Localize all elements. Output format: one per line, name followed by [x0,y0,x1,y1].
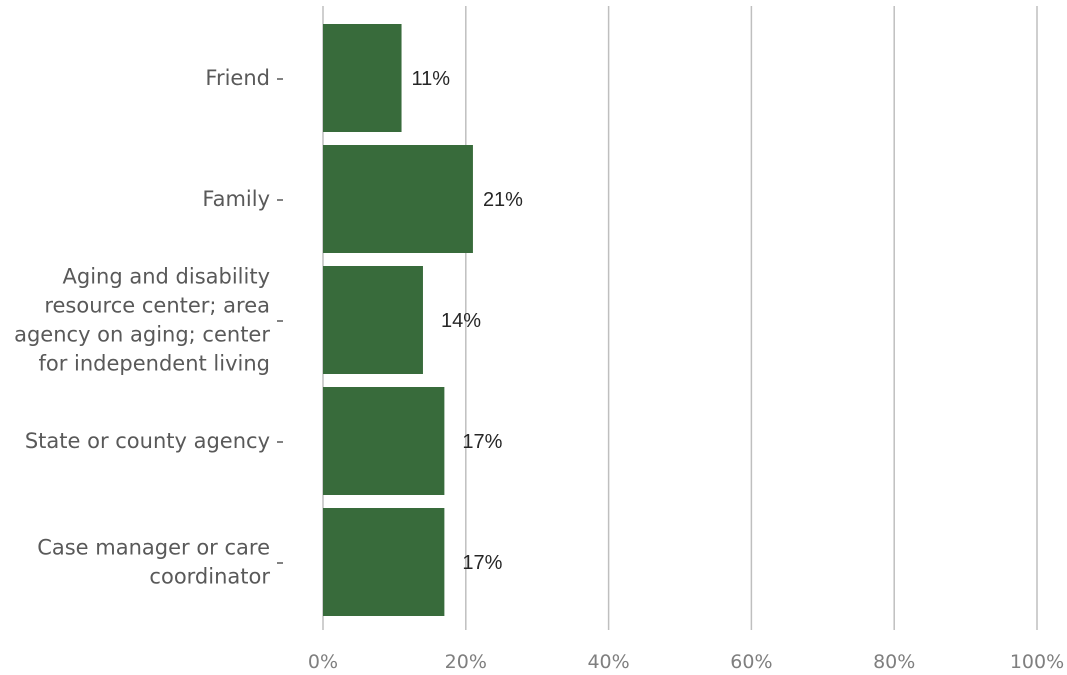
category-label: Family [202,187,270,211]
x-tick-label: 0% [308,651,338,673]
data-label: 14% [441,310,481,332]
bar [323,508,445,616]
data-label: 11% [412,68,451,90]
bar [323,145,473,253]
category-label-line: resource center; area [44,294,270,318]
data-label: 21% [483,189,523,211]
category-label-line: for independent living [38,352,270,376]
category-label: Aging and disability resource center; are… [14,265,270,376]
category-labels: Friend Family Aging and disability resource… [14,66,283,589]
x-tick-label: 20% [445,651,487,673]
x-axis-tick-labels: 0% 20% 40% 60% 80% 100% [308,651,1064,673]
data-label: 17% [462,552,502,574]
x-tick-label: 60% [730,651,772,673]
bar [323,387,445,495]
category-label: Case manager or care coordinator [37,536,270,589]
category-label-line: Case manager or care [37,536,270,560]
category-label-line: agency on aging; center [14,323,270,347]
data-labels: 11% 21% 14% 17% 17% [412,68,524,574]
data-label: 17% [462,431,502,453]
x-tick-label: 100% [1010,651,1064,673]
category-label-line: State or county agency [25,429,270,453]
bars [323,24,473,616]
bar [323,266,423,374]
x-tick-label: 40% [587,651,629,673]
category-label-line: Aging and disability [63,265,271,289]
category-label-line: coordinator [149,565,270,589]
bar [323,24,402,132]
x-tick-label: 80% [873,651,915,673]
category-label: Friend [205,66,270,90]
category-label-line: Family [202,187,270,211]
category-label-line: Friend [205,66,270,90]
category-label: State or county agency [25,429,270,453]
